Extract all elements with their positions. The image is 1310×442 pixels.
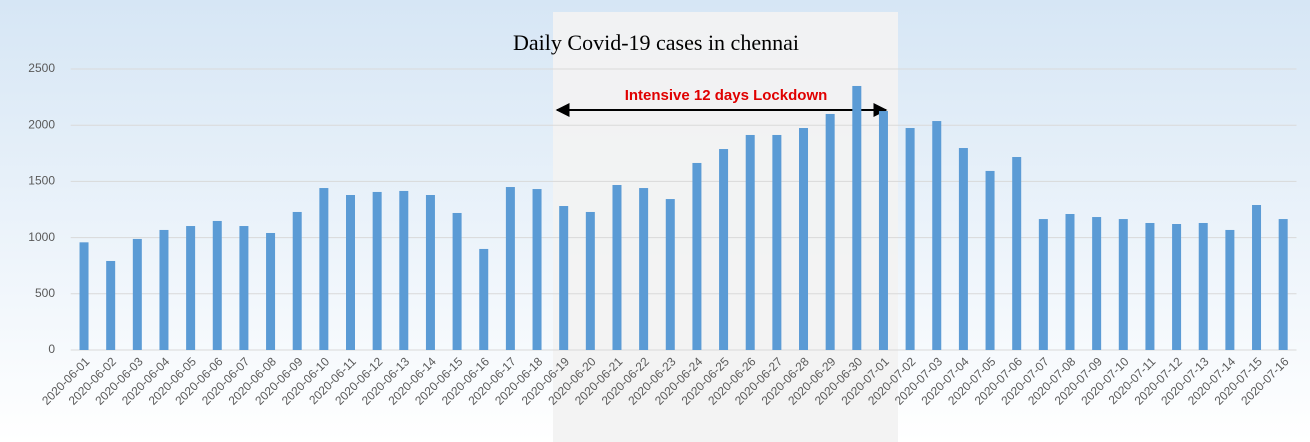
bar xyxy=(319,188,329,350)
y-tick-label: 1000 xyxy=(28,230,55,244)
bar xyxy=(825,113,835,351)
bar xyxy=(1065,213,1075,350)
bar xyxy=(799,128,809,350)
bar xyxy=(79,242,89,350)
bar xyxy=(399,190,409,350)
bar xyxy=(772,134,782,350)
bar xyxy=(692,162,702,350)
bar xyxy=(585,211,595,350)
bar xyxy=(932,121,942,350)
bar xyxy=(852,85,862,350)
bar xyxy=(1172,223,1182,350)
bar xyxy=(1198,222,1208,350)
bar xyxy=(1252,205,1262,350)
bar xyxy=(106,260,116,350)
bar xyxy=(372,191,382,350)
y-tick-label: 1500 xyxy=(28,174,55,188)
bar xyxy=(665,199,675,350)
bar xyxy=(266,232,276,350)
bar xyxy=(425,195,435,350)
annotation: Intensive 12 days Lockdown xyxy=(625,87,828,104)
bar xyxy=(479,248,489,350)
bar xyxy=(186,226,196,350)
bar xyxy=(958,148,968,350)
bar xyxy=(639,188,649,350)
bar xyxy=(1145,222,1155,350)
bar xyxy=(212,220,222,350)
bar xyxy=(239,226,249,350)
bar xyxy=(292,211,302,350)
bar xyxy=(532,189,542,350)
y-tick-label: 2500 xyxy=(28,61,55,75)
bar xyxy=(1012,157,1022,350)
y-tick-label: 2000 xyxy=(28,117,55,131)
bar xyxy=(905,128,915,350)
bar xyxy=(745,134,755,350)
bar xyxy=(1118,219,1128,350)
bar xyxy=(719,149,729,350)
bar xyxy=(452,212,462,350)
y-tick-label: 0 xyxy=(48,342,55,356)
bar xyxy=(559,206,569,350)
bar xyxy=(612,184,622,350)
chart-title: Daily Covid-19 cases in chennai xyxy=(513,30,799,55)
y-tick-label: 500 xyxy=(35,286,55,300)
bar xyxy=(1038,219,1048,350)
bar xyxy=(985,170,995,350)
bar xyxy=(1278,219,1288,350)
bar xyxy=(505,187,515,350)
bar xyxy=(132,238,142,350)
bar xyxy=(159,229,169,350)
bar xyxy=(346,195,356,350)
bar xyxy=(1225,229,1235,350)
bar xyxy=(1092,217,1102,350)
bar xyxy=(878,111,888,350)
